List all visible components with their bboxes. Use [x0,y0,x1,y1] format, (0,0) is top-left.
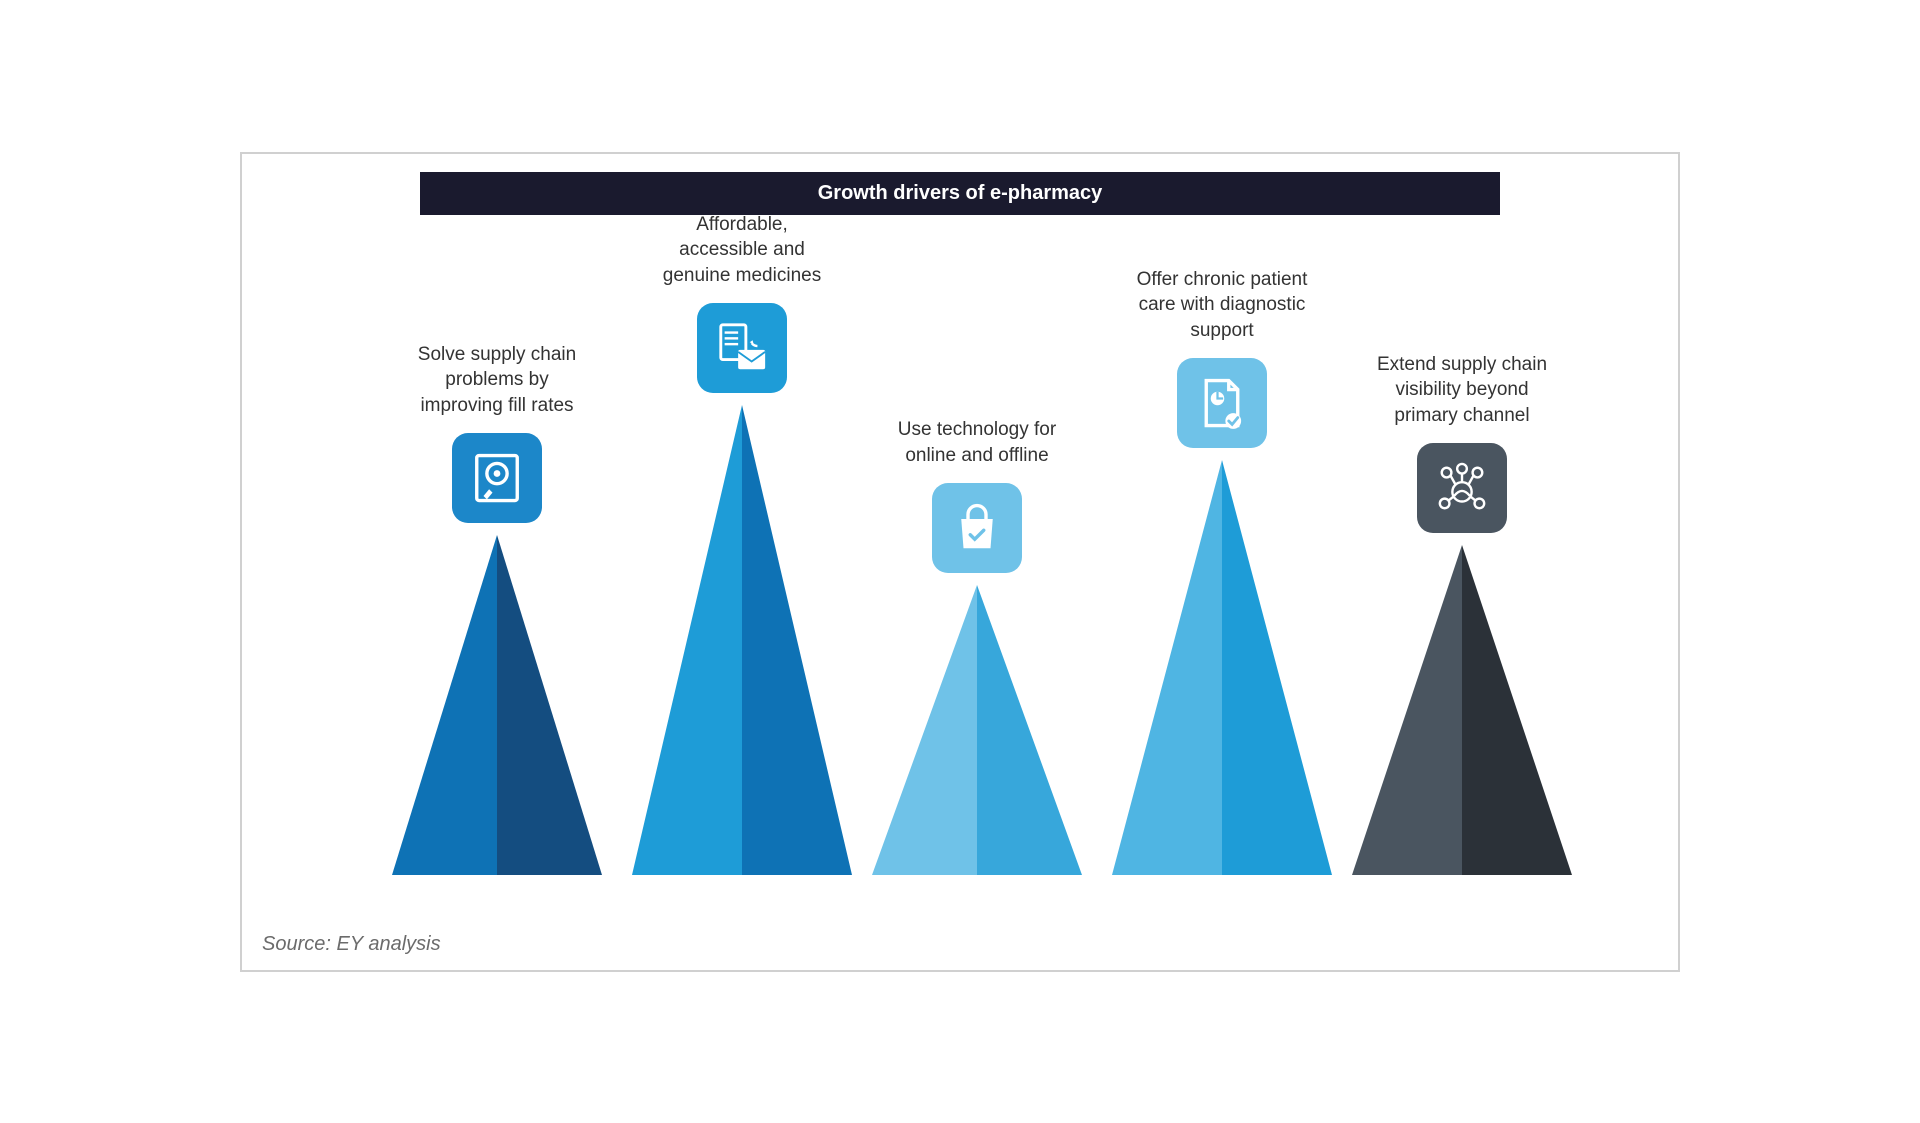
network-nodes-icon-box [1417,443,1507,533]
document-check-icon [1195,376,1249,430]
server-mail-icon [715,321,769,375]
chart-area: Solve supply chain problems by improving… [242,215,1678,895]
shopping-bag-icon-box [932,483,1022,573]
pillar-1: Solve supply chain problems by improving… [392,342,602,875]
pillar-3: Use technology for online and offline [872,417,1082,874]
triangle [392,535,602,875]
pillar-2: Affordable, accessible and genuine medic… [632,212,852,875]
pillar-5: Extend supply chain visibility beyond pr… [1352,352,1572,875]
pillar-label: Use technology for online and offline [872,417,1082,468]
disk-icon-box [452,433,542,523]
infographic-frame: Growth drivers of e-pharmacy Solve suppl… [240,152,1680,972]
triangle [1352,545,1572,875]
source-text: Source: EY analysis [262,933,441,956]
disk-icon [470,451,524,505]
pillar-label: Extend supply chain visibility beyond pr… [1352,352,1572,429]
triangle [872,585,1082,875]
pillar-label: Affordable, accessible and genuine medic… [632,212,852,289]
title-text: Growth drivers of e-pharmacy [818,182,1103,204]
shopping-bag-icon [950,501,1004,555]
document-check-icon-box [1177,358,1267,448]
pillar-label: Offer chronic patient care with diagnost… [1112,267,1332,344]
server-mail-icon-box [697,303,787,393]
pillar-label: Solve supply chain problems by improving… [392,342,602,419]
pillar-4: Offer chronic patient care with diagnost… [1112,267,1332,875]
network-nodes-icon [1435,461,1489,515]
title-bar: Growth drivers of e-pharmacy [420,172,1500,215]
triangle [1112,460,1332,875]
triangle [632,405,852,875]
